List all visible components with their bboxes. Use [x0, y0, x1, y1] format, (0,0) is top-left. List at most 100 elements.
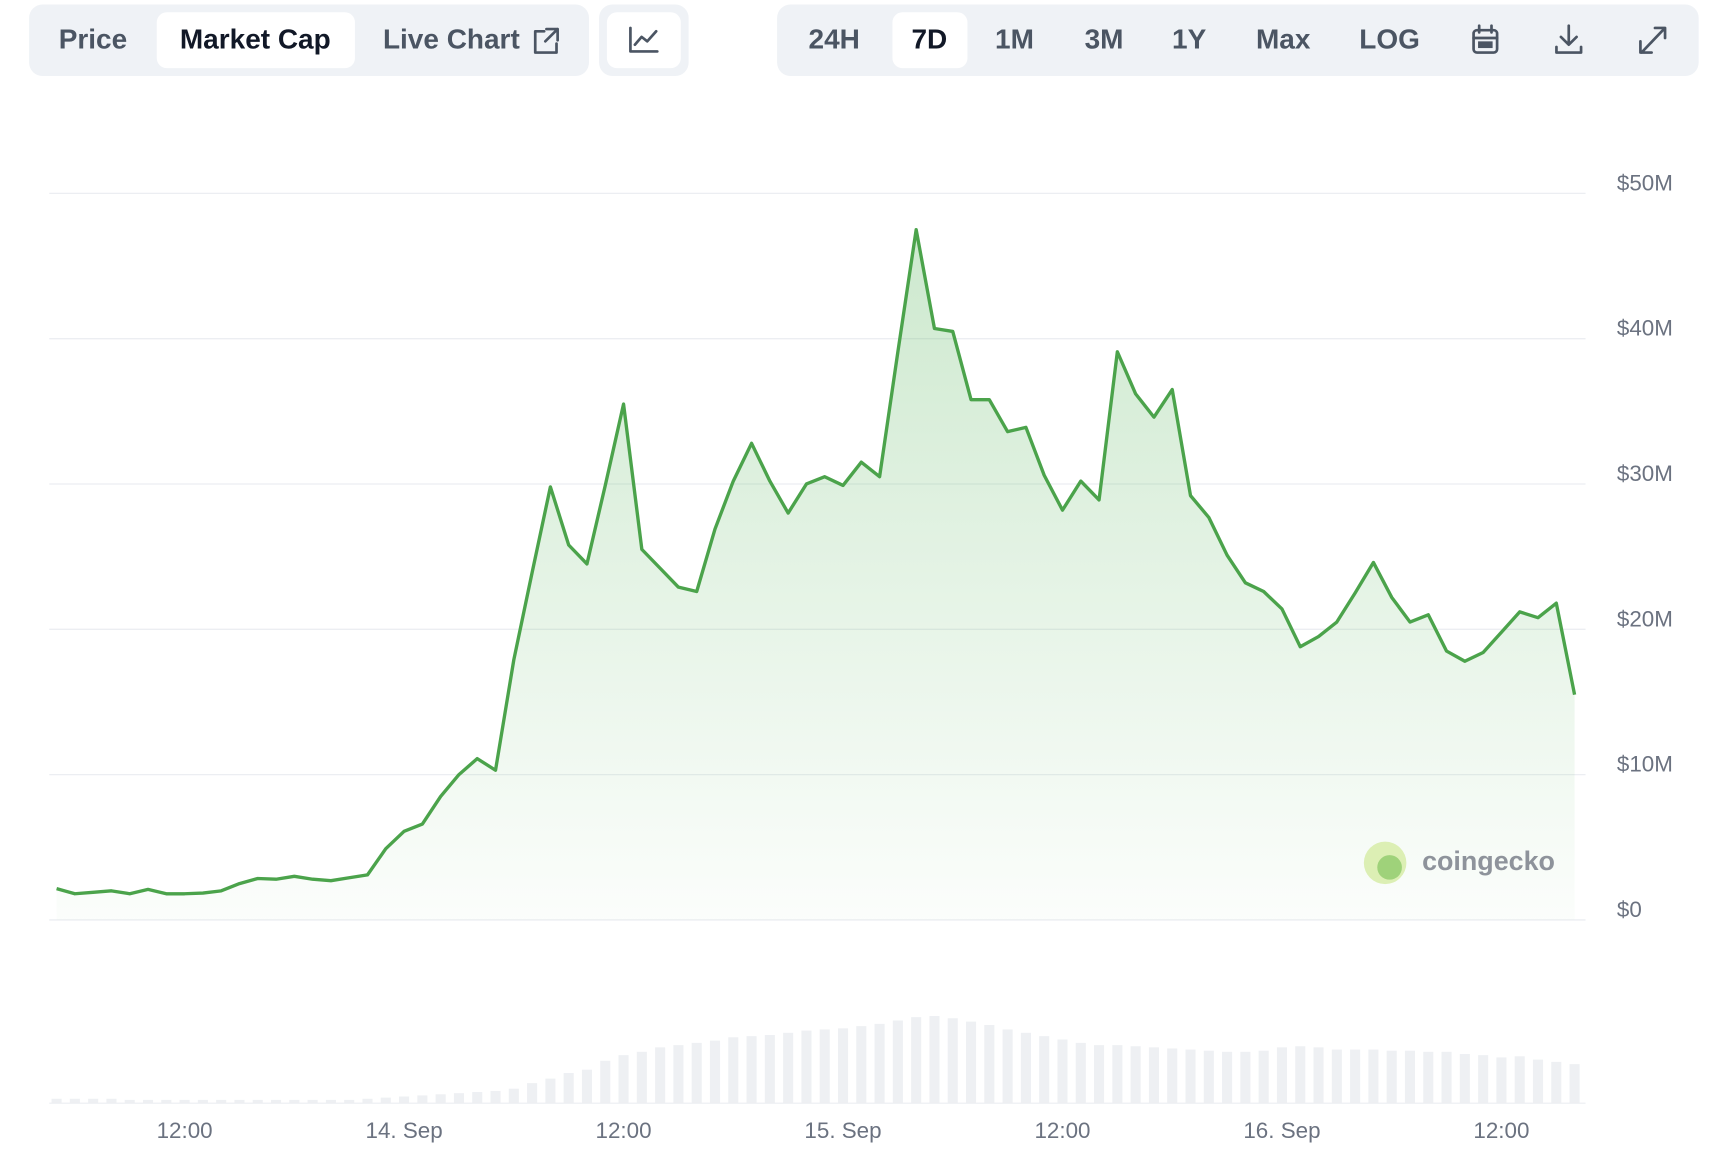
- x-tick-label: 12:00: [157, 1118, 213, 1143]
- range-7d[interactable]: 7D: [912, 24, 948, 55]
- volume-bar: [289, 1099, 300, 1104]
- volume-bar: [1295, 1046, 1306, 1104]
- range-3m[interactable]: 3M: [1085, 24, 1124, 55]
- range-active[interactable]: [892, 12, 968, 69]
- volume-bar: [929, 1016, 940, 1104]
- volume-bar: [1148, 1047, 1159, 1104]
- volume-bar: [142, 1099, 154, 1104]
- volume-bar: [307, 1099, 318, 1104]
- range-max[interactable]: Max: [1256, 24, 1311, 55]
- tab-live-chart[interactable]: Live Chart: [383, 24, 520, 55]
- volume-bar: [197, 1099, 208, 1104]
- volume-bar: [88, 1098, 99, 1104]
- volume-bar: [1112, 1045, 1123, 1104]
- volume-bar: [69, 1098, 80, 1104]
- volume-bar: [325, 1099, 336, 1104]
- volume-bar: [362, 1098, 373, 1104]
- x-tick-label: 12:00: [596, 1118, 652, 1143]
- range-1y[interactable]: 1Y: [1172, 24, 1207, 55]
- x-tick-label: 14. Sep: [365, 1118, 442, 1143]
- logo-icon-inner: [1377, 855, 1402, 880]
- calendar-button[interactable]: [1472, 24, 1499, 54]
- volume-bar: [1222, 1051, 1233, 1104]
- volume-bar: [636, 1051, 647, 1104]
- volume-bar: [271, 1099, 282, 1104]
- volume-bar: [124, 1099, 135, 1104]
- volume-bar: [380, 1097, 391, 1104]
- volume-bar: [1057, 1039, 1068, 1104]
- volume-bar: [1094, 1045, 1105, 1104]
- volume-bar: [161, 1099, 172, 1104]
- volume-bar: [984, 1024, 995, 1104]
- volume-bar: [600, 1060, 611, 1104]
- volume-bar: [1404, 1050, 1416, 1104]
- volume-bar: [453, 1093, 464, 1104]
- external-icon: [533, 27, 559, 54]
- y-tick-label: $40M: [1617, 316, 1673, 341]
- tab-price[interactable]: Price: [59, 24, 127, 55]
- y-tick-label: $10M: [1617, 752, 1673, 777]
- range-1m[interactable]: 1M: [995, 24, 1034, 55]
- volume-bar: [1075, 1042, 1086, 1104]
- volume-bar: [819, 1029, 830, 1104]
- volume-bar: [581, 1069, 593, 1104]
- volume-bar: [1514, 1056, 1525, 1104]
- tab-active[interactable]: [156, 12, 355, 69]
- volume-bar: [1423, 1051, 1434, 1104]
- volume-bar: [179, 1099, 190, 1104]
- fullscreen-button[interactable]: [1639, 26, 1667, 54]
- y-tick-label: $0: [1617, 897, 1642, 922]
- y-tick-label: $50M: [1617, 170, 1673, 195]
- range-24h[interactable]: 24H: [809, 24, 860, 55]
- volume-bar: [856, 1026, 867, 1104]
- download-button[interactable]: [1555, 24, 1583, 54]
- x-tick-label: 12:00: [1034, 1118, 1090, 1143]
- volume-bar: [1276, 1047, 1287, 1104]
- volume-bar: [655, 1047, 666, 1104]
- volume-bar: [691, 1042, 702, 1104]
- volume-bar: [216, 1099, 227, 1104]
- volume-bar: [746, 1036, 757, 1104]
- volume-bar: [764, 1035, 775, 1104]
- volume-bar: [874, 1023, 885, 1104]
- volume-bar: [783, 1032, 794, 1104]
- volume-bar: [1441, 1051, 1452, 1104]
- watermark: coingecko: [1422, 846, 1555, 876]
- volume-bar: [106, 1098, 117, 1104]
- volume-bar: [1368, 1049, 1379, 1104]
- volume-bar: [1167, 1048, 1178, 1104]
- range-log[interactable]: LOG: [1359, 24, 1420, 55]
- volume-bar: [399, 1096, 410, 1104]
- volume-bar: [1130, 1046, 1141, 1104]
- volume-bar: [618, 1055, 629, 1104]
- volume-bar: [490, 1090, 501, 1104]
- volume-bar: [1313, 1047, 1324, 1104]
- volume-bar: [1258, 1050, 1269, 1104]
- tab-market-cap[interactable]: Market Cap: [180, 24, 331, 55]
- volume-bar: [801, 1030, 812, 1104]
- volume-bar: [1478, 1055, 1489, 1104]
- volume-bar: [472, 1092, 483, 1104]
- volume-bar: [545, 1078, 556, 1104]
- line-chart-icon: [629, 26, 659, 53]
- volume-bar: [1020, 1032, 1031, 1104]
- volume-bar: [344, 1099, 355, 1104]
- volume-bar: [966, 1021, 977, 1104]
- volume-bar: [1331, 1049, 1342, 1104]
- volume-bar: [673, 1045, 684, 1104]
- volume-bar: [947, 1018, 958, 1104]
- volume-bar: [1386, 1050, 1397, 1104]
- volume-bar: [1039, 1036, 1050, 1104]
- volume-bar: [728, 1037, 739, 1104]
- x-tick-label: 16. Sep: [1243, 1118, 1320, 1143]
- y-tick-label: $20M: [1617, 606, 1673, 631]
- volume-bar: [1240, 1051, 1251, 1104]
- volume-bar: [709, 1040, 721, 1104]
- volume-bar: [252, 1099, 263, 1104]
- volume-bar: [417, 1095, 428, 1104]
- volume-bar: [234, 1099, 245, 1104]
- volume-bar: [1203, 1050, 1214, 1104]
- volume-bar: [1350, 1049, 1361, 1104]
